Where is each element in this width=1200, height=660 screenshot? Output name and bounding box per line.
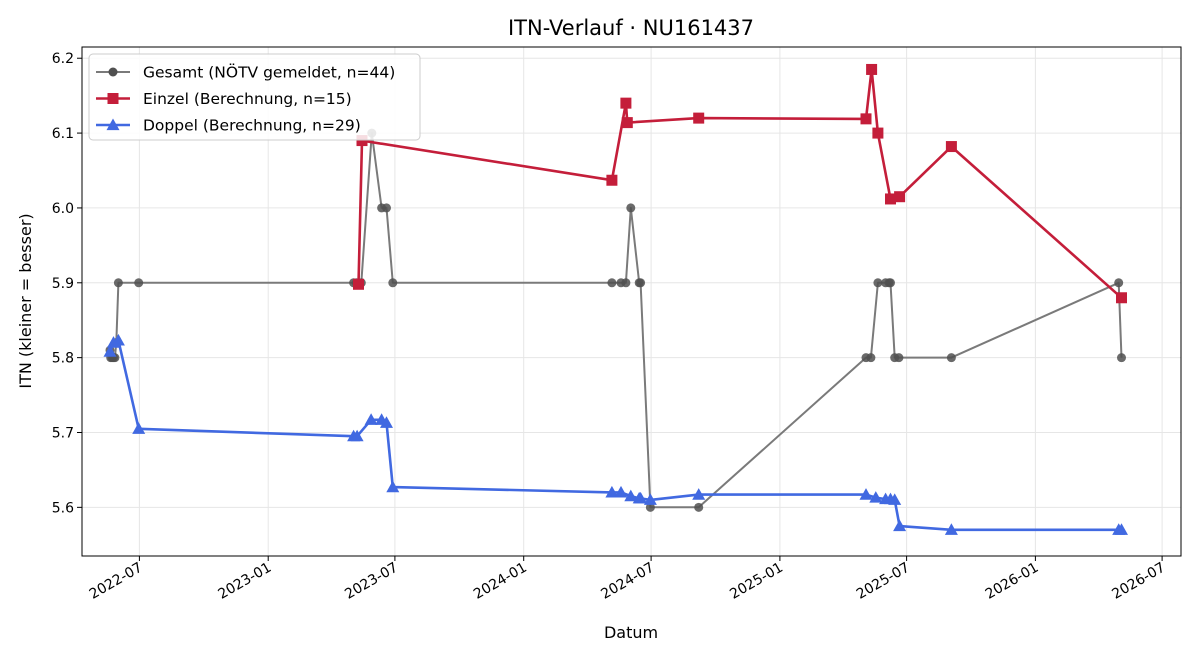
data-point [103, 345, 117, 357]
data-point [866, 63, 878, 75]
data-point [944, 523, 958, 535]
data-point [134, 278, 144, 288]
data-point [643, 493, 657, 505]
x-axis-label: Datum [604, 623, 658, 642]
data-point [364, 413, 378, 425]
data-point [694, 502, 704, 512]
data-point [621, 117, 633, 129]
data-point [388, 278, 398, 288]
legend-marker [106, 118, 120, 131]
legend-item: Gesamt (NÖTV gemeldet, n=44) [96, 63, 395, 82]
y-tick-label: 5.6 [52, 500, 74, 516]
series-triangle [103, 333, 1128, 535]
data-point [860, 113, 872, 125]
legend-label: Gesamt (NÖTV gemeldet, n=44) [143, 63, 395, 82]
data-point [946, 353, 956, 363]
data-point [634, 491, 648, 504]
data-point [894, 353, 904, 363]
data-point [380, 416, 393, 428]
data-point [386, 480, 400, 493]
data-point [888, 493, 902, 505]
y-axis-label: ITN (kleiner = besser) [16, 213, 35, 388]
y-tick-label: 5.7 [52, 425, 74, 441]
data-point [859, 488, 873, 500]
data-point [945, 141, 957, 153]
legend-label: Doppel (Berechnung, n=29) [143, 117, 361, 135]
chart-title: ITN-Verlauf · NU161437 [508, 16, 754, 40]
legend-label: Einzel (Berechnung, n=15) [143, 90, 352, 108]
y-tick-label: 6.0 [52, 201, 74, 217]
data-point [606, 174, 618, 186]
data-point [626, 203, 636, 213]
data-point [621, 278, 631, 288]
data-point [111, 333, 125, 346]
legend-box [88, 53, 421, 141]
data-point [356, 135, 368, 147]
series-layer [103, 63, 1128, 535]
data-point [620, 97, 632, 109]
legend-marker [108, 67, 118, 77]
y-tick-label: 5.8 [52, 351, 74, 367]
data-point [382, 203, 391, 213]
data-point [353, 278, 364, 290]
legend-item: Doppel (Berechnung, n=29) [96, 117, 361, 135]
data-point [1117, 353, 1126, 363]
data-point [894, 191, 906, 203]
data-point [607, 278, 617, 288]
data-point [893, 519, 907, 532]
data-point [645, 502, 655, 512]
data-point [886, 278, 895, 288]
data-point [132, 422, 146, 434]
legend: Gesamt (NÖTV gemeldet, n=44) Einzel (Bere… [88, 53, 421, 141]
data-point [636, 278, 646, 288]
y-tick-label: 5.9 [52, 276, 74, 292]
data-point [693, 112, 705, 124]
data-point [605, 485, 619, 498]
data-point [866, 353, 876, 363]
data-point [885, 193, 896, 205]
data-point [872, 127, 884, 139]
data-point [869, 491, 883, 503]
data-point [692, 488, 706, 500]
y-tick-label: 6.2 [52, 51, 74, 67]
data-point [1115, 523, 1128, 535]
legend-marker [107, 93, 119, 104]
y-tick-label: 6.1 [52, 126, 74, 142]
legend-item: Einzel (Berechnung, n=15) [96, 90, 352, 108]
data-point [1114, 278, 1124, 288]
plot-frame [81, 46, 1182, 557]
data-point [614, 485, 628, 498]
data-point [113, 278, 123, 288]
data-point [624, 489, 638, 502]
data-point [1116, 292, 1127, 304]
data-point [873, 278, 883, 288]
series-square [353, 63, 1127, 304]
data-point [350, 429, 364, 442]
